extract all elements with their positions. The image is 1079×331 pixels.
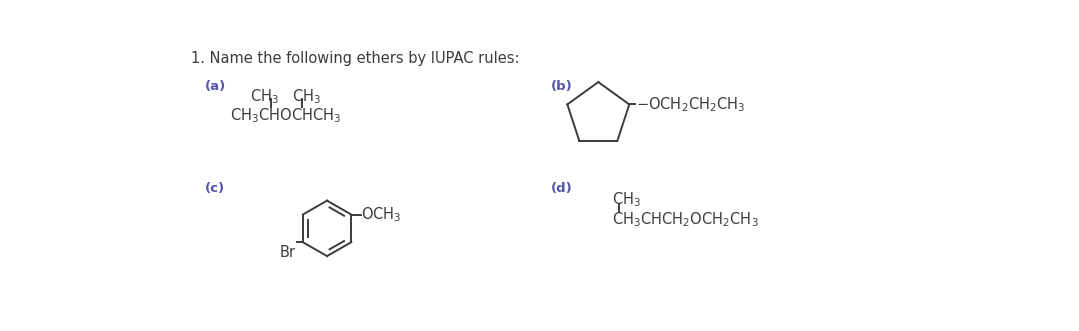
Text: (a): (a) — [205, 80, 226, 93]
Text: 1. Name the following ethers by IUPAC rules:: 1. Name the following ethers by IUPAC ru… — [191, 51, 519, 66]
Text: $\mathregular{CH_3CHOCHCH_3}$: $\mathregular{CH_3CHOCHCH_3}$ — [231, 107, 342, 125]
Text: $\mathregular{OCH_3}$: $\mathregular{OCH_3}$ — [361, 205, 401, 224]
Text: $\mathregular{CH_3\ \ \ CH_3}$: $\mathregular{CH_3\ \ \ CH_3}$ — [250, 87, 322, 106]
Text: $\mathregular{CH_3CHCH_2OCH_2CH_3}$: $\mathregular{CH_3CHCH_2OCH_2CH_3}$ — [612, 211, 759, 229]
Text: (c): (c) — [205, 182, 224, 195]
Text: Br: Br — [279, 245, 296, 260]
Text: $\mathregular{CH_3}$: $\mathregular{CH_3}$ — [612, 190, 641, 209]
Text: (b): (b) — [551, 80, 573, 93]
Text: $\mathregular{-OCH_2CH_2CH_3}$: $\mathregular{-OCH_2CH_2CH_3}$ — [637, 95, 746, 114]
Text: (d): (d) — [551, 182, 573, 195]
